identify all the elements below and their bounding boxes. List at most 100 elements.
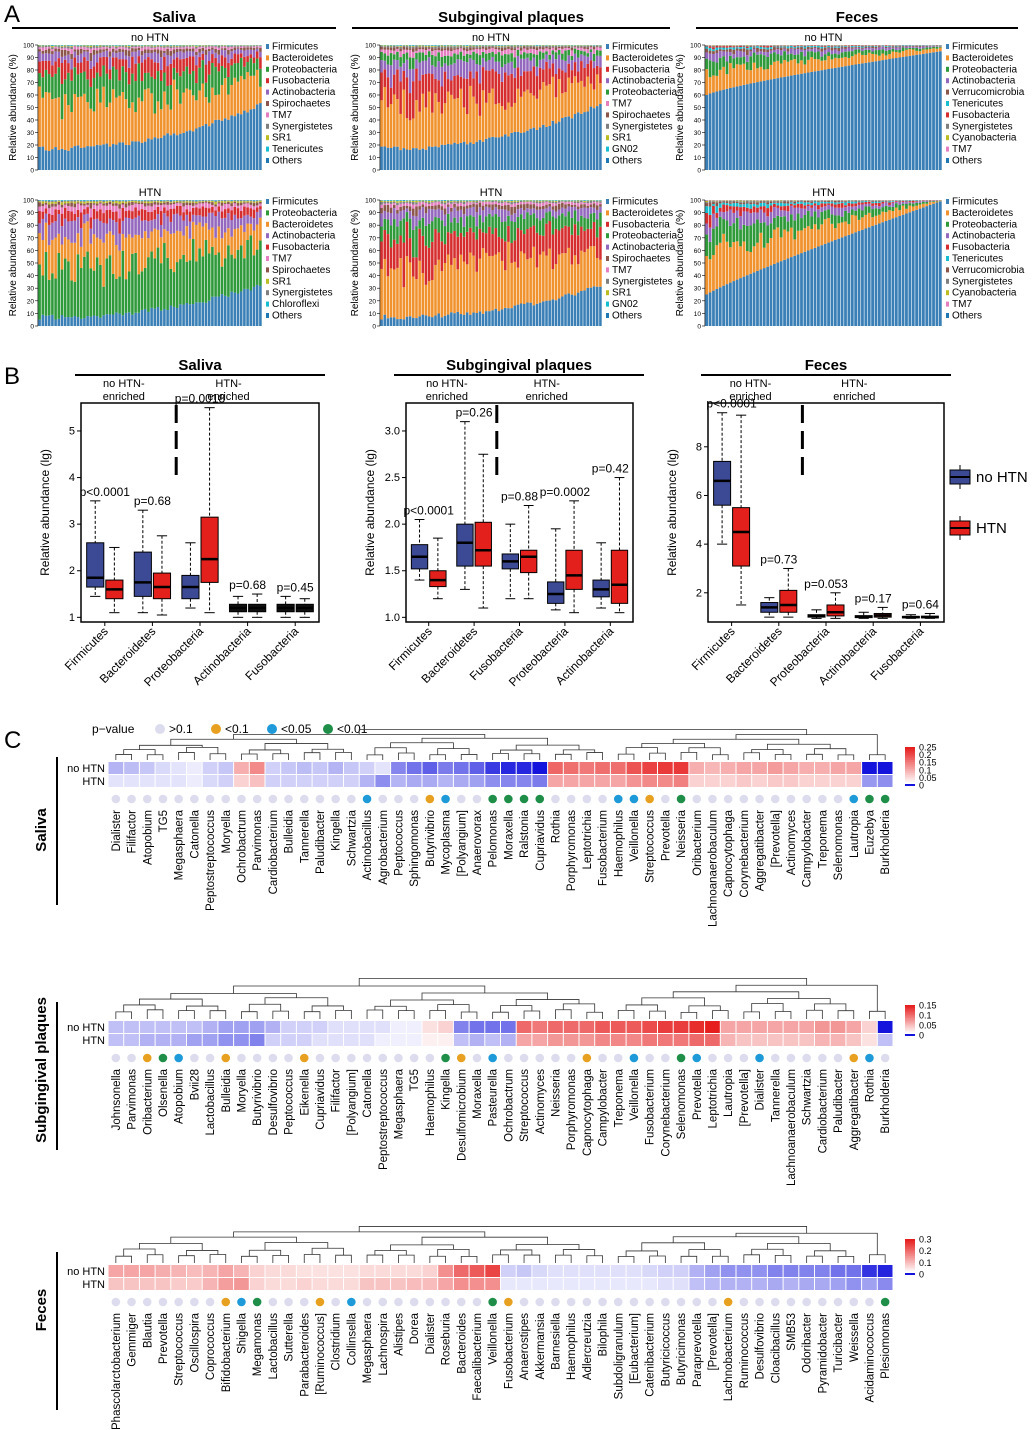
stacked-bar-segment (789, 205, 793, 215)
stacked-bar-segment (752, 48, 756, 53)
stacked-bar-segment (595, 55, 599, 66)
stacked-bar-segment (908, 203, 912, 206)
stacked-bar-segment (599, 67, 602, 84)
stacked-bar-segment (246, 214, 249, 224)
stacked-bar-segment (551, 209, 555, 217)
stacked-bar-segment (551, 234, 555, 270)
bar-legend-swatch (946, 146, 949, 152)
stacked-bar-segment (198, 202, 201, 204)
stacked-bar-segment (67, 72, 70, 106)
stacked-bar-segment (573, 204, 577, 207)
stacked-bar-segment (523, 253, 526, 305)
stacked-bar-segment (402, 70, 406, 90)
stacked-bar-segment (459, 46, 463, 48)
stacked-bar-segment (806, 226, 810, 251)
stacked-bar-segment (561, 48, 564, 54)
stacked-bar-segment (239, 205, 243, 211)
stacked-bar-segment (548, 300, 551, 326)
stacked-bar-segment (223, 46, 227, 49)
box-group-label: HTN- (215, 378, 242, 390)
stacked-bar-segment (182, 47, 185, 50)
stacked-bar-segment (440, 241, 444, 272)
stacked-bar-segment (494, 71, 498, 105)
stacked-bar-segment (510, 132, 513, 170)
stacked-bar-segment (223, 201, 227, 203)
stacked-bar-segment (905, 56, 908, 170)
stacked-bar-segment (153, 202, 157, 205)
stacked-bar-segment (450, 45, 453, 47)
stacked-bar-segment (857, 219, 861, 232)
stacked-bar-segment (513, 213, 517, 222)
stacked-bar-segment (105, 223, 109, 234)
stacked-bar-segment (551, 45, 555, 46)
stacked-bar-segment (735, 50, 739, 58)
stacked-bar-segment (386, 147, 390, 170)
stacked-bar-segment (83, 51, 86, 58)
stacked-bar-segment (905, 200, 908, 202)
stacked-bar-segment (725, 220, 729, 242)
stacked-bar-segment (172, 45, 176, 47)
stacked-bar-segment (86, 201, 89, 203)
stacked-bar-segment (73, 242, 77, 282)
stacked-bar-segment (38, 223, 41, 234)
stacked-bar-segment (89, 200, 93, 202)
stacked-bar-segment (567, 203, 570, 207)
stacked-bar-segment (239, 210, 243, 219)
stacked-bar-segment (450, 80, 453, 95)
stacked-bar-segment (891, 202, 895, 207)
stacked-bar-segment (497, 45, 501, 47)
stacked-bar-segment (392, 208, 396, 220)
stacked-bar-segment (535, 47, 539, 51)
stacked-bar-segment (465, 205, 469, 209)
stacked-bar-segment (756, 270, 759, 326)
stacked-bar-segment (759, 47, 763, 49)
stacked-bar-segment (70, 201, 73, 203)
stacked-bar-segment (871, 203, 874, 206)
stacked-bar-segment (789, 45, 793, 48)
stacked-bar-segment (389, 45, 393, 47)
stacked-bar-segment (204, 223, 208, 240)
stacked-bar-segment (63, 237, 67, 259)
stacked-bar-segment (459, 47, 463, 49)
stacked-bar-segment (861, 47, 864, 49)
stacked-bar-segment (236, 249, 240, 294)
stacked-bar-segment (573, 255, 577, 296)
stacked-bar-segment (478, 139, 482, 170)
stacked-bar-segment (469, 202, 472, 205)
stacked-bar-segment (188, 47, 192, 49)
stacked-bar-segment (561, 70, 564, 94)
stacked-bar-segment (191, 239, 195, 305)
bar-ytick-label: 40 (369, 118, 377, 125)
bar-ytick-label: 0 (372, 168, 376, 175)
stacked-bar-segment (92, 78, 96, 112)
stacked-bar-segment (412, 148, 415, 170)
stacked-bar-segment (739, 278, 742, 326)
stacked-bar-segment (725, 211, 729, 221)
stacked-bar-segment (735, 217, 739, 242)
stacked-bar-segment (729, 247, 732, 283)
stacked-bar-segment (935, 202, 939, 326)
stacked-bar-segment (561, 200, 564, 202)
stacked-bar-segment (491, 45, 494, 47)
stacked-bar-segment (405, 316, 409, 326)
stacked-bar-segment (898, 215, 902, 326)
stacked-bar-segment (63, 79, 67, 95)
stacked-bar-segment (198, 203, 201, 209)
stacked-bar-segment (516, 216, 520, 229)
stacked-bar-segment (147, 205, 150, 212)
stacked-bar-segment (545, 61, 548, 86)
stacked-bar-segment (204, 47, 208, 50)
stacked-bar-segment (54, 73, 57, 99)
stacked-bar-segment (47, 60, 51, 75)
stacked-bar-segment (573, 210, 577, 225)
stacked-bar-segment (380, 207, 383, 214)
stacked-bar-segment (739, 200, 742, 202)
stacked-bar-segment (779, 47, 783, 51)
stacked-bar-segment (766, 216, 770, 226)
bar-ytick-label: 60 (694, 248, 702, 255)
stacked-bar-segment (459, 217, 463, 233)
bar-ytick-label: 0 (30, 168, 34, 175)
stacked-bar-segment (773, 217, 776, 230)
stacked-bar-segment (399, 202, 402, 204)
stacked-bar-segment (857, 200, 861, 202)
